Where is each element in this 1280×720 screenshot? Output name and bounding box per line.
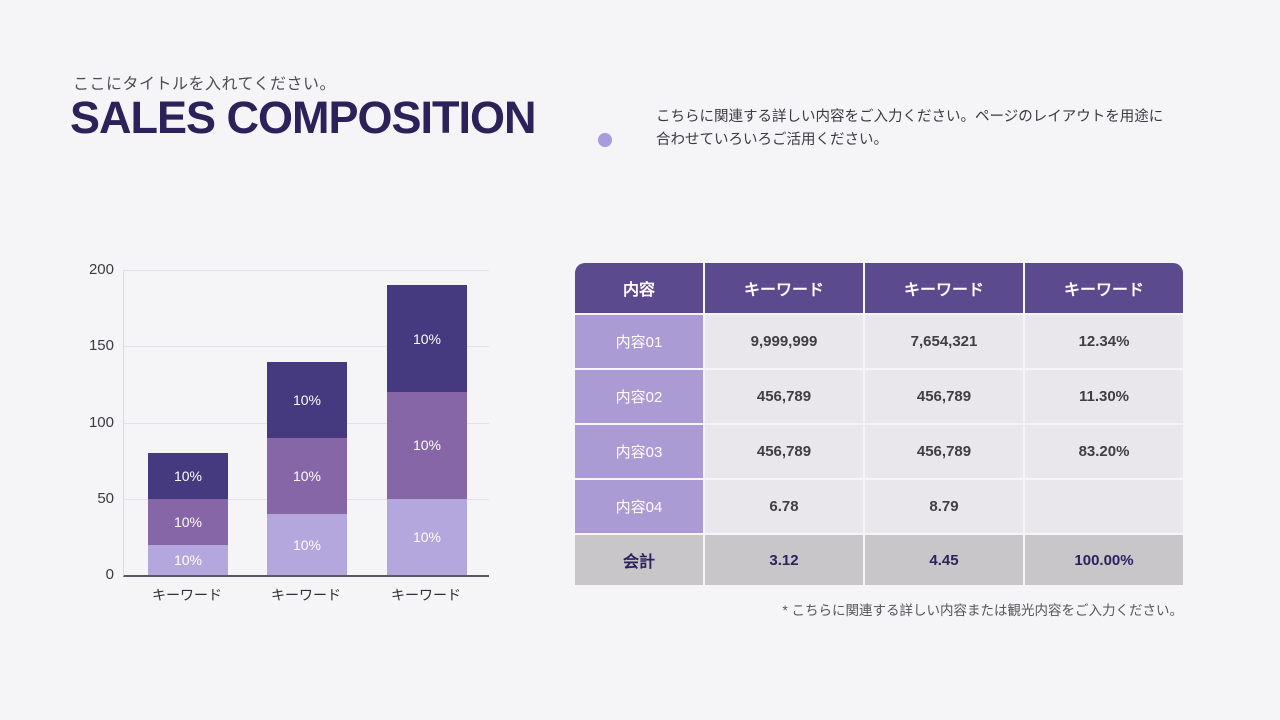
table-cell: 456,789 xyxy=(865,425,1023,478)
description-line-2: 合わせていろいろご活用ください。 xyxy=(656,132,888,148)
table-cell: 11.30% xyxy=(1025,370,1183,423)
page-title: SALES COMPOSITION xyxy=(70,92,537,143)
description-line-1: こちらに関連する詳しい内容をご入力ください。ページのレイアウトを用途に xyxy=(656,109,1164,125)
stacked-bar-chart: 10% 10% 10% 10% 10% 10% 10% 10% 10% 0 50 100 150 200… xyxy=(70,255,510,610)
table-cell: 83.20% xyxy=(1025,425,1183,478)
table-cell: 9,999,999 xyxy=(705,315,863,368)
bar-segment-label: 10% xyxy=(173,467,203,484)
table-cell: 7,654,321 xyxy=(865,315,1023,368)
table-cell: 456,789 xyxy=(705,370,863,423)
table-header-cell: キーワード xyxy=(1025,263,1183,313)
table-row-label: 内容04 xyxy=(575,480,703,533)
bar-segment-label: 10% xyxy=(173,513,203,530)
table-header-cell: 内容 xyxy=(575,263,703,313)
y-axis-tick-label: 50 xyxy=(97,489,114,507)
slide-eyebrow-text: ここにタイトルを入れてください。 xyxy=(73,76,337,93)
table-total-label: 会計 xyxy=(575,535,703,585)
data-table: 内容 キーワード キーワード キーワード 内容01 9,999,999 7,65… xyxy=(575,263,1183,585)
bar-segment-bottom: 10% xyxy=(387,498,467,575)
table-header-cell: キーワード xyxy=(705,263,863,313)
bar-segment-label: 10% xyxy=(412,528,442,545)
bar-segment-top: 10% xyxy=(148,453,228,499)
bar-segment-bottom: 10% xyxy=(267,514,347,575)
gridline xyxy=(124,346,489,348)
y-axis-tick-label: 200 xyxy=(88,261,114,278)
bar-segment-label: 10% xyxy=(292,467,322,484)
bar-segment-middle: 10% xyxy=(387,392,467,499)
bar-segment-middle: 10% xyxy=(267,437,347,514)
y-axis-tick-label: 100 xyxy=(88,413,114,431)
table-footnote: * こちらに関連する詳しい内容または観光内容をご入力ください。 xyxy=(782,603,1183,618)
x-axis-category-label: キーワード xyxy=(271,587,341,603)
table-row-label: 内容02 xyxy=(575,370,703,423)
bar-segment-label: 10% xyxy=(292,391,322,408)
table-header-cell: キーワード xyxy=(865,263,1023,313)
bar-segment-label: 10% xyxy=(292,536,322,553)
table-row-label: 内容01 xyxy=(575,315,703,368)
slide-description: こちらに関連する詳しい内容をご入力ください。ページのレイアウトを用途に 合わせて… xyxy=(656,106,1216,152)
table-row-label: 内容03 xyxy=(575,425,703,478)
table-cell: 12.34% xyxy=(1025,315,1183,368)
stacked-bar: 10% 10% 10% xyxy=(387,285,467,575)
bar-segment-label: 10% xyxy=(412,437,442,454)
gridline xyxy=(124,270,489,271)
chart-plot: 10% 10% 10% 10% 10% 10% 10% 10% 10% xyxy=(123,270,489,577)
x-axis-category-label: キーワード xyxy=(391,587,461,603)
table-total-cell: 100.00% xyxy=(1025,535,1183,585)
bar-segment-middle: 10% xyxy=(148,498,228,545)
accent-dot xyxy=(598,133,612,147)
y-axis-tick-label: 150 xyxy=(88,337,114,355)
bar-segment-label: 10% xyxy=(173,551,203,568)
table-cell: 6.78 xyxy=(705,480,863,533)
stacked-bar: 10% 10% 10% xyxy=(267,361,347,575)
bar-segment-bottom: 10% xyxy=(148,544,228,575)
table-cell: 8.79 xyxy=(865,480,1023,533)
y-axis-tick-label: 0 xyxy=(105,566,114,583)
table-cell xyxy=(1025,480,1183,533)
bar-segment-top: 10% xyxy=(267,361,347,438)
bar-segment-label: 10% xyxy=(412,330,442,347)
table-cell: 456,789 xyxy=(865,370,1023,423)
x-axis-category-label: キーワード xyxy=(152,587,222,603)
bar-segment-top: 10% xyxy=(387,285,467,392)
table-total-cell: 4.45 xyxy=(865,535,1023,585)
table-total-cell: 3.12 xyxy=(705,535,863,585)
table-cell: 456,789 xyxy=(705,425,863,478)
stacked-bar: 10% 10% 10% xyxy=(148,453,228,575)
